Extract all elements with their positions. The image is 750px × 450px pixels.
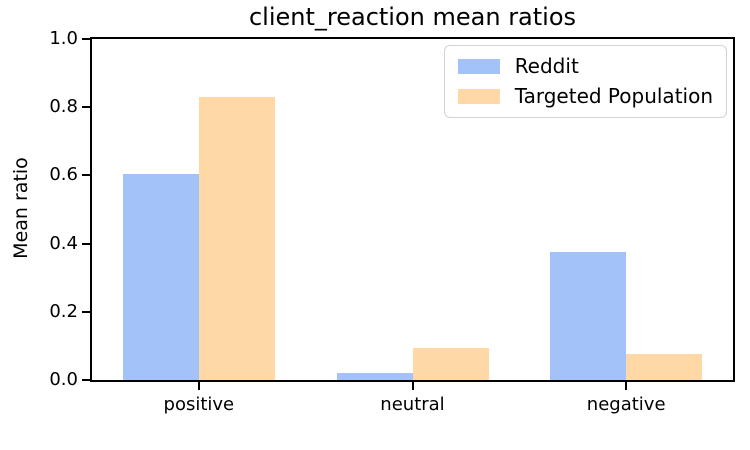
legend-row-targeted-population: Targeted Population xyxy=(457,84,713,109)
x-tick-negative xyxy=(625,382,628,390)
legend-swatch-reddit xyxy=(457,59,500,74)
x-tick-neutral xyxy=(411,382,414,390)
legend-row-reddit: Reddit xyxy=(457,54,713,79)
plot-area: Reddit Targeted Population xyxy=(90,37,735,382)
x-tick-label-positive: positive xyxy=(163,394,235,415)
y-tick-0.8 xyxy=(82,106,90,109)
bar-reddit-neutral xyxy=(336,373,413,380)
x-tick-label-neutral: neutral xyxy=(380,394,445,415)
legend-swatch-targeted-population xyxy=(457,89,500,104)
bar-targeted-population-neutral xyxy=(412,347,489,380)
bar-reddit-positive xyxy=(122,173,199,380)
x-tick-label-negative: negative xyxy=(586,394,666,415)
y-tick-label-1.0: 1.0 xyxy=(49,28,78,49)
bar-targeted-population-positive xyxy=(198,96,275,380)
y-tick-0.0 xyxy=(82,379,90,381)
x-tick-positive xyxy=(197,382,200,390)
bar-reddit-negative xyxy=(550,252,627,380)
y-tick-0.4 xyxy=(82,242,90,245)
legend-label-targeted-population: Targeted Population xyxy=(514,84,713,108)
legend-label-reddit: Reddit xyxy=(514,54,579,78)
y-tick-label-0.2: 0.2 xyxy=(49,300,78,322)
chart-title: client_reaction mean ratios xyxy=(248,3,577,31)
y-tick-0.6 xyxy=(82,174,90,177)
y-tick-1.0 xyxy=(82,38,90,40)
y-tick-label-0.0: 0.0 xyxy=(49,369,78,390)
y-tick-0.2 xyxy=(82,310,90,313)
legend: Reddit Targeted Population xyxy=(443,45,727,118)
y-tick-label-0.4: 0.4 xyxy=(49,232,78,254)
y-tick-label-0.8: 0.8 xyxy=(49,96,78,118)
y-tick-label-0.6: 0.6 xyxy=(49,164,78,186)
bar-targeted-population-negative xyxy=(626,354,703,380)
